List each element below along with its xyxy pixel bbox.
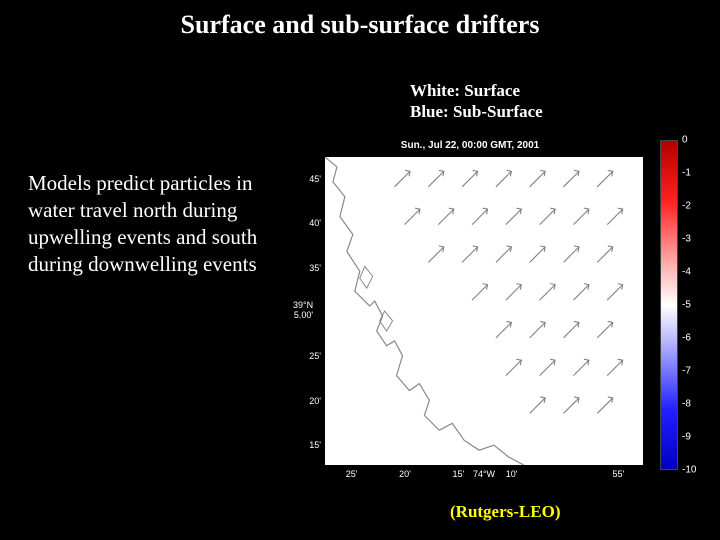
model-figure: Sun., Jul 22, 00:00 GMT, 2001 45'40'35'2…	[290, 140, 710, 490]
colorbar-tick: -2	[682, 201, 691, 212]
page-title: Surface and sub-surface drifters	[0, 10, 720, 40]
colorbar-tick: -10	[682, 465, 696, 476]
colorbar-tick: -1	[682, 168, 691, 179]
legend-white: White: Surface	[410, 80, 543, 101]
x-tick: 15'	[452, 469, 464, 479]
colorbar-tick: -7	[682, 366, 691, 377]
x-tick: 10'	[506, 469, 518, 479]
ylabel-bot: 5.00'	[293, 311, 313, 321]
y-tick: 45'	[295, 174, 321, 184]
plot-area: 45'40'35'25'20'15' 39°N 5.00' 25'20'15'1…	[324, 156, 644, 466]
colorbar-tick: -5	[682, 300, 691, 311]
legend-blue: Blue: Sub-Surface	[410, 101, 543, 122]
y-tick: 25'	[295, 351, 321, 361]
body-text: Models predict particles in water travel…	[28, 170, 278, 278]
y-tick: 40'	[295, 218, 321, 228]
legend-block: White: Surface Blue: Sub-Surface	[410, 80, 543, 123]
colorbar-tick: -6	[682, 333, 691, 344]
colorbar-tick: -9	[682, 432, 691, 443]
colorbar: 0-1-2-3-4-5-6-7-8-9-10	[660, 140, 710, 480]
x-tick: 20'	[399, 469, 411, 479]
y-tick: 35'	[295, 263, 321, 273]
x-tick: 25'	[346, 469, 358, 479]
x-tick: 55'	[612, 469, 624, 479]
colorbar-tick: 0	[682, 135, 688, 146]
y-tick: 20'	[295, 396, 321, 406]
attribution: (Rutgers-LEO)	[450, 502, 560, 522]
y-tick: 15'	[295, 440, 321, 450]
x-axis-label: 74°W	[473, 469, 495, 479]
plot-title: Sun., Jul 22, 00:00 GMT, 2001	[290, 140, 650, 151]
colorbar-tick: -8	[682, 399, 691, 410]
vector-field	[325, 157, 643, 465]
colorbar-gradient	[660, 140, 678, 470]
y-axis-label: 39°N 5.00'	[293, 301, 313, 321]
colorbar-tick: -3	[682, 234, 691, 245]
colorbar-tick: -4	[682, 267, 691, 278]
